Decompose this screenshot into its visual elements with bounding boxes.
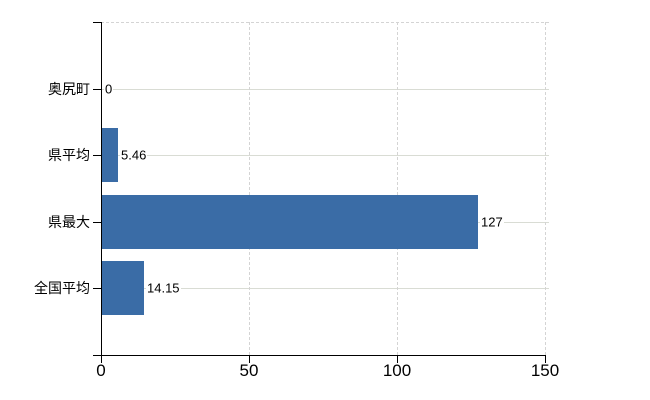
category-label: 奥尻町: [48, 81, 90, 97]
x-axis-tick: [101, 355, 102, 363]
x-axis-tick: [545, 355, 546, 363]
x-tick-label: 50: [239, 361, 259, 380]
y-axis-tick: [93, 222, 101, 223]
x-axis-tick: [249, 355, 250, 363]
plot-top-border: [101, 22, 549, 23]
y-axis-tick: [93, 89, 101, 90]
v-gridline: [397, 22, 398, 355]
bar-value-label: 0: [104, 81, 114, 97]
x-tick-label: 0: [96, 361, 106, 380]
category-label: 県平均: [48, 147, 90, 163]
x-axis-tick: [397, 355, 398, 363]
bar-value-label: 14.15: [146, 280, 181, 296]
bar: [102, 195, 478, 249]
category-label: 全国平均: [34, 280, 90, 296]
x-axis-line: [93, 355, 545, 356]
bar: [102, 261, 144, 315]
v-gridline: [249, 22, 250, 355]
x-tick-label: 100: [382, 361, 412, 380]
y-axis-line: [101, 22, 102, 363]
bar: [102, 128, 118, 182]
h-gridline: [101, 288, 549, 289]
bar-value-label: 5.46: [120, 147, 148, 163]
y-axis-tick: [93, 288, 101, 289]
h-gridline: [101, 89, 549, 90]
y-axis-top-tick: [93, 22, 101, 23]
y-axis-tick: [93, 155, 101, 156]
category-label: 県最大: [48, 214, 90, 230]
bar-value-label: 127: [480, 214, 504, 230]
x-tick-label: 150: [530, 361, 560, 380]
h-gridline: [101, 155, 549, 156]
v-gridline: [545, 22, 546, 355]
